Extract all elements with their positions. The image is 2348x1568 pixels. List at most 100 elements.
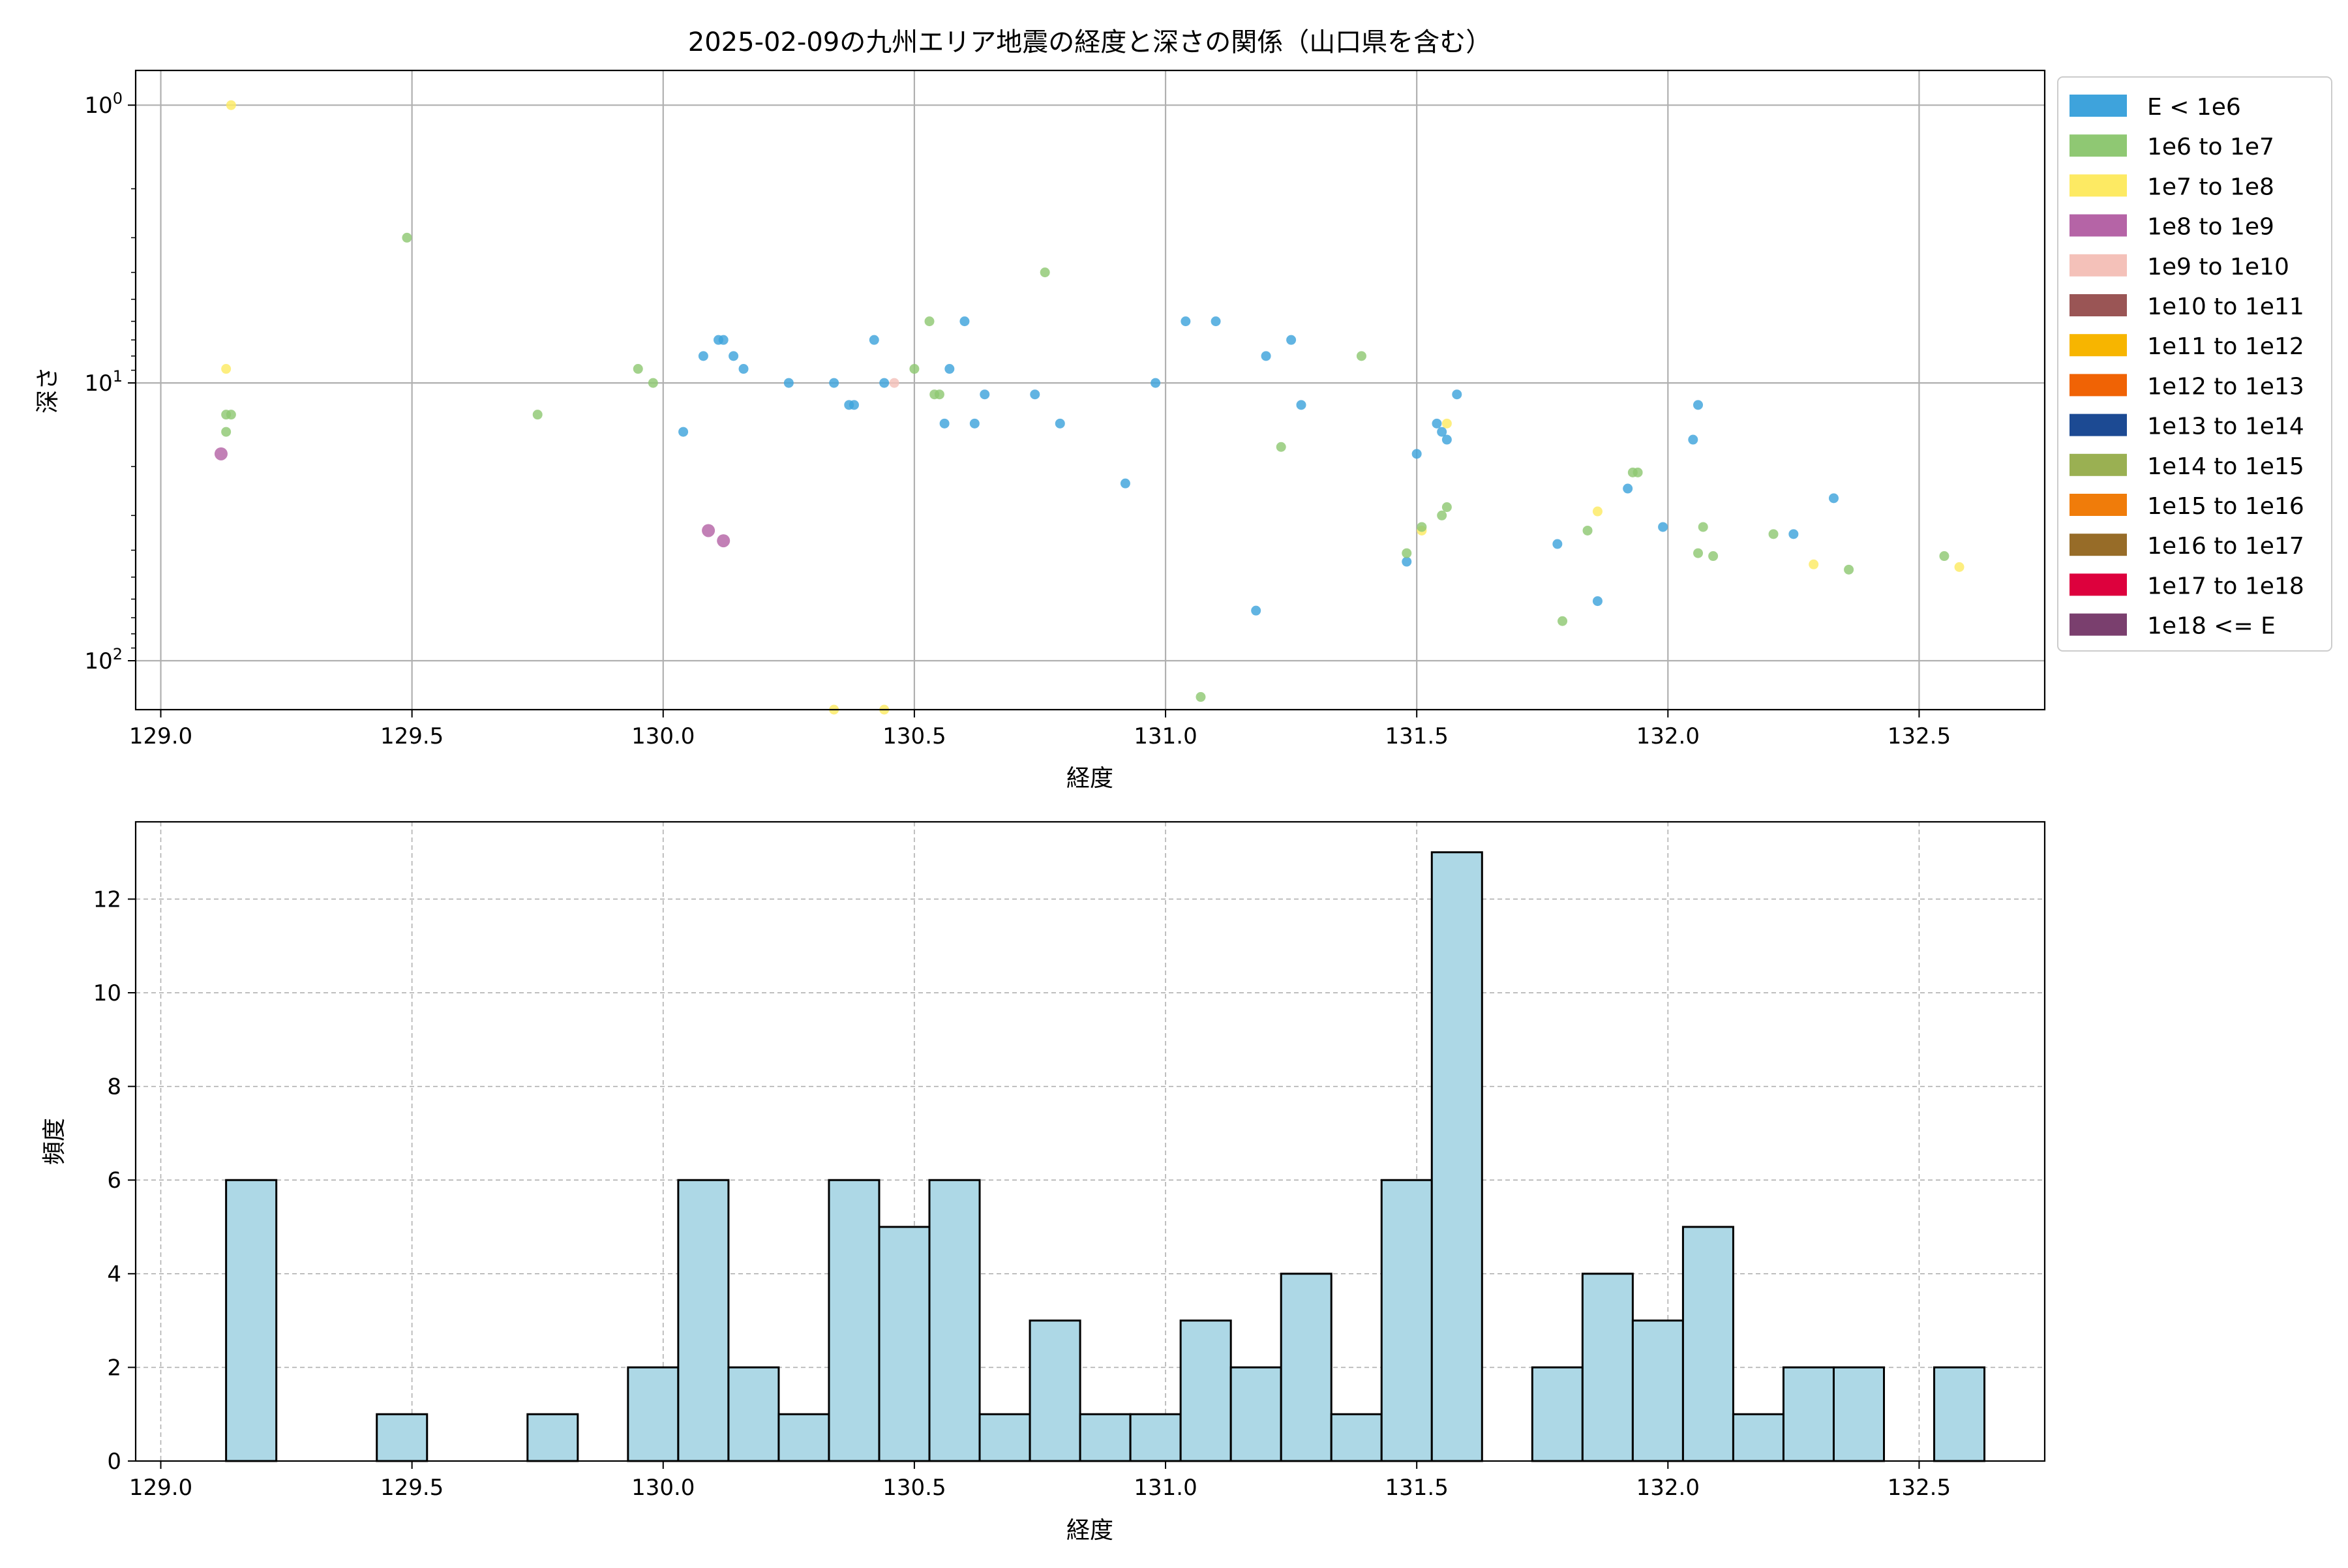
scatter-point xyxy=(1441,502,1452,513)
scatter-point xyxy=(1055,418,1065,429)
histogram-bar xyxy=(928,1179,981,1462)
scatter-grid xyxy=(136,70,2045,710)
scatter-point xyxy=(1432,418,1442,429)
scatter-title: 2025-02-09の九州エリア地震の経度と深さの関係（山口県を含む） xyxy=(688,27,1492,57)
histogram-bars xyxy=(225,851,1986,1462)
scatter-point xyxy=(1411,449,1422,459)
scatter-point xyxy=(934,389,944,400)
scatter-x-tick-label: 131.0 xyxy=(1134,723,1197,749)
legend-box xyxy=(2057,76,2332,652)
legend-label: 1e13 to 1e14 xyxy=(2147,414,2304,440)
scatter-y-ticks: 100 101 102 xyxy=(84,89,136,674)
scatter-point xyxy=(1954,562,1964,572)
histogram-y-tick-label: 4 xyxy=(107,1261,121,1288)
scatter-legend: E < 1e6 1e6 to 1e7 1e7 to 1e8 1e8 to 1e9 1e9… xyxy=(2057,76,2332,652)
legend-label: 1e12 to 1e13 xyxy=(2147,373,2304,400)
scatter-point xyxy=(1828,493,1839,504)
scatter-point xyxy=(1261,351,1271,361)
scatter-point xyxy=(1441,418,1452,429)
scatter-plot-frame xyxy=(134,69,2046,711)
histogram-x-tick-label: 132.0 xyxy=(1636,1475,1700,1501)
histogram-bar xyxy=(978,1413,1031,1462)
histogram-bar xyxy=(727,1366,780,1462)
histogram-bar xyxy=(1380,1179,1433,1462)
legend-swatch xyxy=(2070,414,2127,436)
histogram-bar xyxy=(1832,1366,1886,1462)
scatter-point xyxy=(718,335,729,345)
scatter-point xyxy=(226,100,236,110)
histogram-x-label: 経度 xyxy=(1066,1517,1113,1544)
scatter-point xyxy=(532,410,543,420)
legend-swatch xyxy=(2070,453,2127,476)
scatter-point xyxy=(924,316,935,327)
scatter-point xyxy=(869,335,879,345)
legend-swatch xyxy=(2070,134,2127,157)
scatter-point xyxy=(1196,692,1206,702)
legend-label: 1e8 to 1e9 xyxy=(2147,214,2274,241)
histogram-x-tick-label: 129.5 xyxy=(380,1475,444,1501)
histogram-bar xyxy=(677,1179,730,1462)
scatter-point xyxy=(1251,605,1261,616)
histogram-y-tick-label: 10 xyxy=(93,980,121,1006)
scatter-point xyxy=(1698,522,1708,532)
legend-swatch xyxy=(2070,613,2127,636)
legend-label: 1e10 to 1e11 xyxy=(2147,294,2304,320)
scatter-point xyxy=(1844,564,1854,575)
legend-label: 1e15 to 1e16 xyxy=(2147,493,2304,520)
legend-swatch xyxy=(2070,374,2127,397)
histogram-plot-frame xyxy=(134,821,2046,1462)
histogram-bar xyxy=(1280,1273,1332,1462)
scatter-point xyxy=(648,378,658,388)
histogram-bar xyxy=(526,1413,579,1462)
scatter-point xyxy=(717,534,730,548)
scatter-point xyxy=(1151,378,1161,388)
histogram-x-tick-label: 130.0 xyxy=(631,1475,695,1501)
scatter-point xyxy=(1276,442,1286,452)
scatter-point xyxy=(1693,400,1704,410)
scatter-x-tick-label: 130.0 xyxy=(631,723,695,749)
scatter-point xyxy=(738,364,749,374)
histogram-bar xyxy=(225,1179,278,1462)
scatter-y-tick-label: 102 xyxy=(84,645,123,674)
histogram-bar xyxy=(1330,1413,1383,1462)
scatter-point xyxy=(1211,316,1221,327)
scatter-point xyxy=(980,389,990,400)
scatter-point xyxy=(702,524,715,537)
scatter-point xyxy=(221,364,232,374)
histogram-bar xyxy=(1229,1366,1282,1462)
scatter-point xyxy=(944,364,955,374)
histogram-bar xyxy=(1129,1413,1182,1462)
scatter-x-tick-label: 132.0 xyxy=(1636,723,1700,749)
scatter-point xyxy=(1623,483,1633,494)
histogram-y-tick-label: 0 xyxy=(107,1449,121,1475)
scatter-point xyxy=(1633,467,1643,477)
histogram-x-tick-label: 129.0 xyxy=(129,1475,192,1501)
legend-swatch xyxy=(2070,95,2127,117)
scatter-point xyxy=(1402,548,1412,558)
histogram-bar xyxy=(627,1366,680,1462)
scatter-x-tick-label: 129.5 xyxy=(380,723,444,749)
scatter-x-tick-label: 130.5 xyxy=(882,723,946,749)
histogram-bar xyxy=(1782,1366,1835,1462)
scatter-y-label: 深さ xyxy=(35,367,61,414)
histogram-x-ticks: 129.0 129.5 130.0 130.5 131.0 131.5 132.0 132.5 xyxy=(129,1461,1951,1501)
histogram-x-tick-label: 131.5 xyxy=(1385,1475,1448,1501)
scatter-point xyxy=(909,364,920,374)
histogram-bar xyxy=(1581,1273,1634,1462)
scatter-point xyxy=(1437,427,1447,437)
scatter-point xyxy=(939,418,950,429)
histogram-bar xyxy=(828,1179,880,1462)
scatter-point xyxy=(698,351,708,361)
legend-label: 1e17 to 1e18 xyxy=(2147,573,2304,599)
scatter-point xyxy=(829,378,839,388)
scatter-x-tick-label: 131.5 xyxy=(1385,723,1448,749)
histogram-bar xyxy=(376,1413,429,1462)
legend-label: 1e14 to 1e15 xyxy=(2147,453,2304,480)
scatter-point xyxy=(214,447,228,460)
histogram-x-tick-label: 130.5 xyxy=(882,1475,946,1501)
legend-swatch xyxy=(2070,254,2127,277)
scatter-point xyxy=(783,378,794,388)
scatter-point xyxy=(1120,478,1130,489)
